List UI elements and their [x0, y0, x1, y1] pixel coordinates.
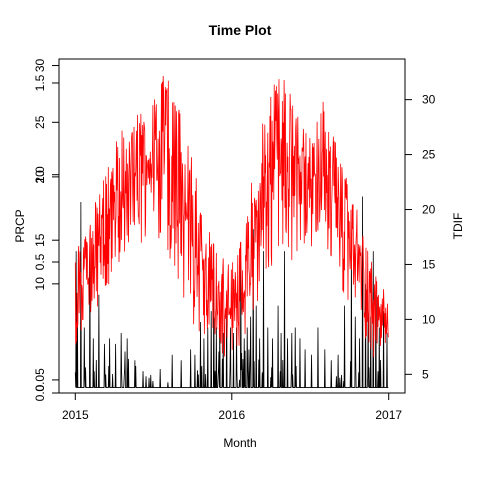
x-tick-label: 2016 [218, 408, 245, 422]
y-tick-label-right: 5 [422, 367, 429, 381]
y-tick-label-right: 25 [422, 148, 436, 162]
x-tick-label: 2017 [375, 408, 402, 422]
y-axis-label-left: PRCP [13, 209, 27, 242]
y-tick-label-right: 15 [422, 257, 436, 271]
y-tick-label-left: 15 [33, 233, 47, 247]
y-tick-label-left: 0.05 [33, 368, 47, 392]
y-tick-label-right: 10 [422, 312, 436, 326]
y-tick-label-left: 1.0 [33, 166, 47, 183]
x-axis-label: Month [223, 436, 256, 450]
prcp-series [74, 196, 389, 388]
x-tick-label: 2015 [62, 408, 89, 422]
prcp-line [74, 196, 389, 388]
y-axis-label-right: TDIF [451, 213, 465, 240]
y-tick-label-left: 30 [33, 59, 47, 73]
tdif-line [74, 75, 389, 357]
axes: 2015 2016 20170.00.05100.515201.0251.53051… [33, 59, 436, 422]
chart-title: Time Plot [209, 22, 272, 38]
y-tick-label-left: 0.0 [33, 384, 47, 401]
y-tick-label-left: 20 [33, 170, 47, 184]
tdif-series [74, 75, 389, 357]
y-tick-label-left: 1.5 [33, 74, 47, 91]
y-tick-label-left: 10 [33, 277, 47, 291]
y-tick-label-right: 30 [422, 93, 436, 107]
y-tick-label-right: 20 [422, 203, 436, 217]
y-tick-label-left: 25 [33, 115, 47, 129]
y-tick-label-left: 0.5 [33, 253, 47, 270]
